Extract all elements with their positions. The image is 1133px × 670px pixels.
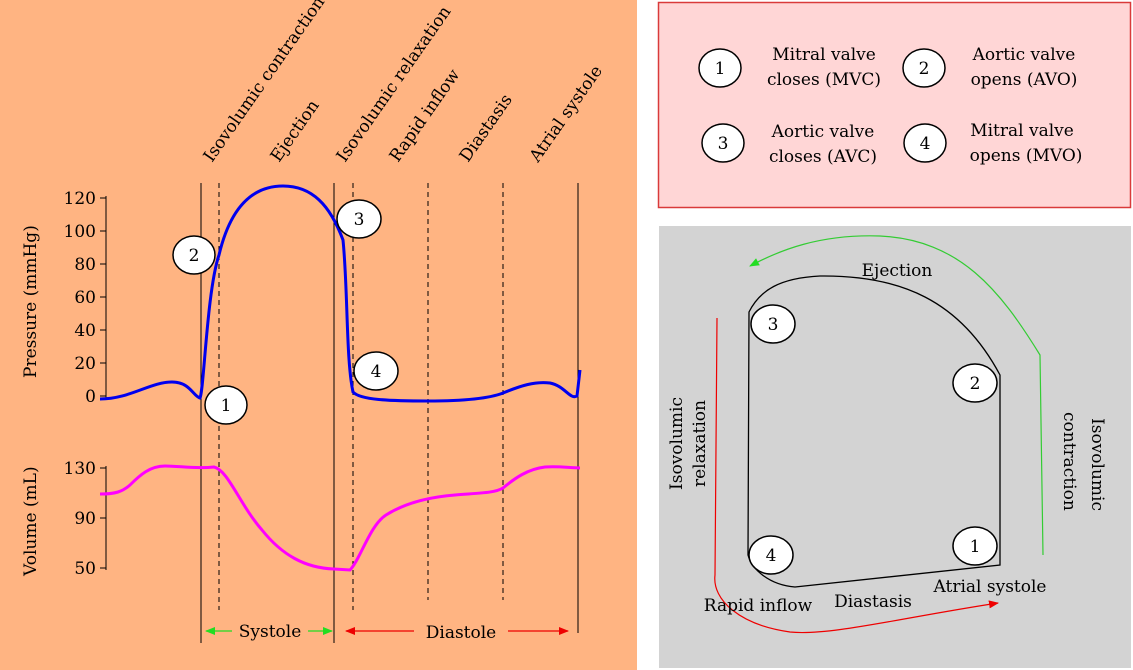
pressure-tick-0: 0: [85, 387, 96, 407]
loop-marker-2: 2: [952, 363, 998, 403]
pressure-tick-20: 20: [74, 354, 96, 374]
loop-label-ejection: Ejection: [862, 261, 933, 281]
loop-label-atrial-systole: Atrial systole: [933, 577, 1047, 597]
legend-item-3-line2: closes (AVC): [769, 147, 877, 167]
loop-label-isovolumic-relaxation-2: relaxation: [690, 400, 710, 487]
marker-2: 2: [172, 235, 216, 275]
loop-marker-4: 4: [748, 535, 794, 575]
pressure-curve: [99, 184, 582, 403]
legend-border: [657, 1, 1132, 209]
volume-axis: 130 90 50 Volume (mL): [21, 459, 107, 579]
marker-3: 3: [336, 199, 382, 239]
pv-loop-panel: [659, 226, 1131, 668]
diastole-label: Diastole: [426, 623, 497, 643]
pressure-tick-100: 100: [64, 222, 96, 242]
pressure-markers: 2 1 3 4: [172, 199, 399, 425]
pressure-axis: 120 100 80 60 40 20 0 Pressure (mmHg): [21, 189, 107, 407]
legend-item-4-line1: Mitral valve: [970, 121, 1074, 141]
ejection-arrow: [749, 235, 1044, 556]
volume-axis-label: Volume (mL): [21, 466, 41, 577]
svg-text:4: 4: [371, 362, 382, 382]
pressure-tick-60: 60: [74, 288, 96, 308]
volume-curve: [99, 464, 581, 572]
systole-label: Systole: [239, 622, 302, 642]
legend-item-2-line1: Aortic valve: [972, 45, 1076, 65]
pressure-tick-80: 80: [74, 255, 96, 275]
pressure-axis-label: Pressure (mmHg): [21, 225, 41, 378]
svg-text:4: 4: [920, 134, 931, 154]
legend-item-1: 1 Mitral valve closes (MVC): [698, 45, 881, 90]
svg-text:4: 4: [766, 546, 777, 566]
svg-text:3: 3: [768, 315, 779, 335]
systole-indicator: Systole: [205, 622, 333, 642]
volume-tick-90: 90: [74, 509, 96, 529]
svg-text:1: 1: [970, 537, 981, 557]
loop-label-isovolumic-contraction-2: contraction: [1059, 412, 1079, 511]
volume-tick-50: 50: [74, 559, 96, 579]
svg-text:2: 2: [919, 59, 930, 79]
svg-text:3: 3: [354, 210, 365, 230]
legend-item-4: 4 Mitral valve opens (MVO): [903, 121, 1083, 166]
loop-label-diastasis: Diastasis: [834, 592, 912, 612]
svg-text:3: 3: [718, 134, 729, 154]
marker-4: 4: [353, 351, 399, 391]
loop-marker-1: 1: [952, 526, 998, 566]
legend-item-2-line2: opens (AVO): [971, 70, 1078, 90]
legend-item-1-line1: Mitral valve: [772, 45, 876, 65]
pv-loop-outline: [747, 275, 1001, 588]
marker-1: 1: [204, 385, 248, 425]
svg-text:2: 2: [970, 374, 981, 394]
legend-item-1-line2: closes (MVC): [767, 70, 881, 90]
svg-text:2: 2: [189, 246, 200, 266]
loop-label-isovolumic-contraction-1: Isovolumic: [1087, 418, 1107, 511]
legend-item-4-line2: opens (MVO): [970, 146, 1083, 166]
volume-tick-130: 130: [64, 459, 96, 479]
pressure-tick-120: 120: [64, 189, 96, 209]
diastole-indicator: Diastole: [345, 623, 569, 643]
legend-item-3: 3 Aortic valve closes (AVC): [701, 122, 877, 167]
loop-label-rapid-inflow: Rapid inflow: [704, 596, 813, 616]
pv-loop-markers: 3 2 4 1: [748, 304, 998, 575]
svg-text:1: 1: [221, 396, 232, 416]
legend-panel: [658, 2, 1131, 208]
loop-marker-3: 3: [750, 304, 796, 344]
legend-item-3-line1: Aortic valve: [771, 122, 875, 142]
legend-item-2: 2 Aortic valve opens (AVO): [902, 45, 1078, 90]
filling-arrow: [714, 317, 999, 634]
svg-text:1: 1: [715, 59, 726, 79]
loop-label-isovolumic-relaxation-1: Isovolumic: [667, 397, 687, 490]
pv-loop-labels: Ejection Isovolumic relaxation Isovolumi…: [667, 261, 1107, 616]
pressure-tick-40: 40: [74, 321, 96, 341]
